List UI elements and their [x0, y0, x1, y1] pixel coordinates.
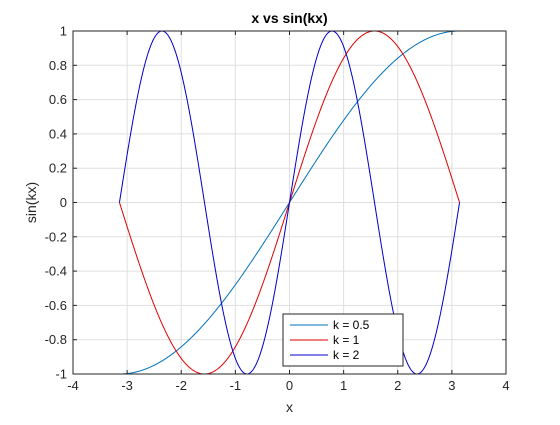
- x-tick-label: -2: [175, 378, 187, 393]
- legend-label: k = 1: [333, 333, 360, 347]
- x-tick-label: -3: [121, 378, 133, 393]
- x-tick-label: 1: [340, 378, 347, 393]
- y-tick-label: -0.6: [45, 298, 67, 313]
- x-tick-label: -4: [67, 378, 79, 393]
- x-tick-label: 2: [394, 378, 401, 393]
- y-tick-label: 0.6: [49, 92, 67, 107]
- y-tick-label: -1: [55, 367, 67, 382]
- chart-title: x vs sin(kx): [251, 10, 327, 26]
- y-tick-label: 0: [60, 195, 67, 210]
- legend-label: k = 2: [333, 348, 360, 362]
- ticks: -4 -3 -2 -1 0 1 2 3 4 -1 -0.8 -0.6 -0.4 -0.2 0 0.2 0.4 0.…: [45, 24, 510, 394]
- x-tick-label: 3: [448, 378, 455, 393]
- x-tick-label: -1: [230, 378, 242, 393]
- y-tick-label: -0.4: [45, 264, 67, 279]
- y-tick-label: -0.2: [45, 229, 67, 244]
- legend: k = 0.5k = 1k = 2: [282, 313, 404, 367]
- y-tick-label: 1: [60, 24, 67, 39]
- x-tick-label: 4: [502, 378, 509, 393]
- x-tick-label: 0: [286, 378, 293, 393]
- y-tick-label: -0.8: [45, 332, 67, 347]
- y-axis-label: sin(kx): [23, 182, 39, 223]
- grid: [72, 30, 507, 375]
- x-axis-label: x: [286, 399, 293, 415]
- y-tick-label: 0.2: [49, 161, 67, 176]
- y-tick-label: 0.4: [49, 126, 67, 141]
- legend-label: k = 0.5: [333, 318, 370, 332]
- y-tick-label: 0.8: [49, 58, 67, 73]
